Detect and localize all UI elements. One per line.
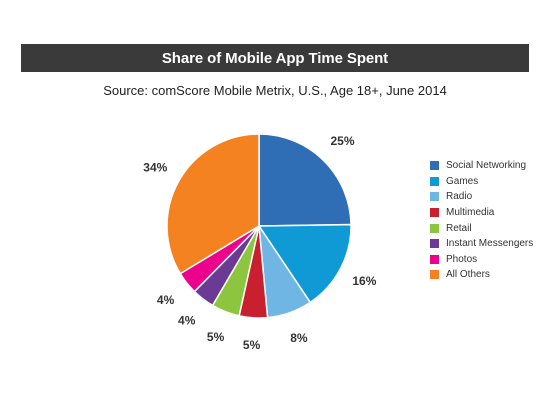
data-label-social-networking: 25% — [330, 134, 354, 148]
legend-label: Multimedia — [446, 207, 495, 219]
legend-item-social-networking: Social Networking — [430, 158, 548, 174]
legend-item-photos: Photos — [430, 252, 548, 268]
data-label-radio: 8% — [290, 331, 308, 345]
chart-title: Share of Mobile App Time Spent — [161, 49, 389, 67]
chart-subtitle: Source: comScore Mobile Metrix, U.S., Ag… — [103, 83, 447, 98]
legend-label: Retail — [446, 222, 472, 234]
data-label-photos: 4% — [157, 293, 175, 307]
legend-label: Radio — [446, 191, 473, 203]
legend-swatch — [430, 161, 439, 171]
legend-swatch — [430, 192, 439, 202]
legend-item-retail: Retail — [430, 220, 548, 236]
legend-item-multimedia: Multimedia — [430, 205, 548, 221]
legend-swatch — [430, 270, 439, 280]
legend-label: Games — [446, 175, 479, 187]
legend-swatch — [430, 223, 439, 233]
chart-legend: Social Networking Games Radio Multimedia Ret… — [430, 158, 548, 283]
legend-item-all-others: All Others — [430, 267, 548, 283]
legend-label: Social Networking — [446, 160, 527, 172]
data-label-retail: 5% — [207, 330, 225, 344]
pie-slice-games — [257, 223, 352, 304]
legend-swatch — [430, 239, 439, 249]
data-label-games: 16% — [352, 274, 376, 288]
legend-swatch — [430, 254, 439, 264]
data-label-multimedia: 5% — [243, 338, 261, 352]
legend-label: Instant Messengers — [446, 238, 534, 250]
pie-slice-social-networking — [258, 133, 352, 227]
pie-slice-all-others — [166, 133, 260, 275]
legend-item-games: Games — [430, 174, 548, 190]
legend-label: All Others — [446, 269, 490, 281]
legend-item-radio: Radio — [430, 189, 548, 205]
chart-title-bar: Share of Mobile App Time Spent — [21, 44, 529, 72]
legend-swatch — [430, 208, 439, 218]
data-label-all-others: 34% — [143, 161, 167, 175]
legend-item-instant-messengers: Instant Messengers — [430, 236, 548, 252]
legend-swatch — [430, 176, 439, 186]
legend-label: Photos — [446, 253, 478, 265]
data-label-instant-messengers: 4% — [178, 314, 196, 328]
